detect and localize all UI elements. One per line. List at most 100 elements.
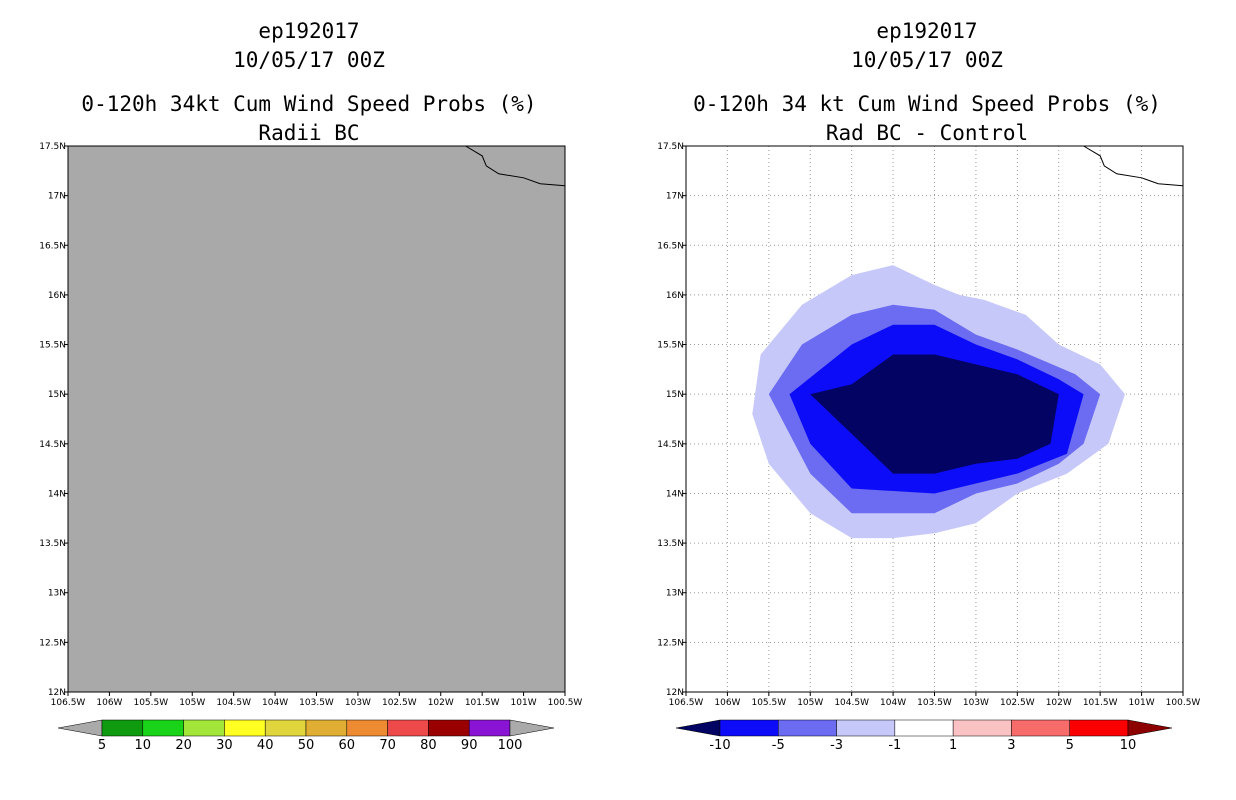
- colorbar-label: 10: [1120, 738, 1137, 753]
- x-tick-label: 106.5W: [51, 698, 86, 708]
- y-tick-label: 14.5N: [39, 440, 66, 450]
- colorbar-bin: [1069, 719, 1129, 737]
- x-tick-label: 102.5W: [1000, 698, 1035, 708]
- y-tick-label: 17N: [666, 192, 684, 202]
- y-tick-label: 16N: [48, 291, 66, 301]
- x-tick-label: 100.5W: [548, 698, 583, 708]
- y-tick-label: 15N: [666, 390, 684, 400]
- colorbar-label: 40: [257, 738, 274, 753]
- y-tick-label: 13.5N: [657, 539, 684, 549]
- colorbar-bin: [719, 719, 779, 737]
- x-tick-label: 103.5W: [299, 698, 334, 708]
- right-title-product: 0-120h 34 kt Cum Wind Speed Probs (%): [693, 92, 1161, 116]
- colorbar-low-arrow: [57, 719, 103, 737]
- colorbar-label: -1: [888, 738, 901, 753]
- y-tick-label: 12.5N: [657, 638, 684, 648]
- colorbar-high-arrow: [1127, 719, 1173, 737]
- x-tick-label: 103W: [345, 698, 371, 708]
- colorbar-label: 60: [339, 738, 356, 753]
- colorbar-bin: [101, 719, 144, 737]
- x-tick-label: 104W: [262, 698, 288, 708]
- x-tick-label: 102W: [1046, 698, 1072, 708]
- y-tick-label: 15.5N: [39, 341, 66, 351]
- x-tick-label: 102.5W: [382, 698, 417, 708]
- colorbar-label: 3: [1007, 738, 1015, 753]
- colorbar-label: 20: [175, 738, 192, 753]
- colorbar-label: 1: [949, 738, 957, 753]
- x-tick-label: 105.5W: [133, 698, 168, 708]
- colorbar-label: 80: [420, 738, 437, 753]
- x-tick-label: 105W: [797, 698, 823, 708]
- y-tick-label: 14N: [666, 489, 684, 499]
- x-tick-label: 104W: [880, 698, 906, 708]
- y-tick-label: 12N: [666, 688, 684, 698]
- y-tick-label: 16.5N: [657, 241, 684, 251]
- x-tick-label: 106W: [714, 698, 740, 708]
- colorbar-label: -5: [772, 738, 785, 753]
- colorbar-low-arrow: [675, 719, 721, 737]
- colorbar-bin: [183, 719, 225, 737]
- x-tick-label: 102W: [428, 698, 454, 708]
- y-tick-label: 15N: [48, 390, 66, 400]
- left-map-panel: 106.5W 106W 105.5W 105W 104.5W 104W 103.5W 103W…: [39, 142, 582, 708]
- left-probability-field: [68, 146, 565, 692]
- x-tick-label: 103W: [963, 698, 989, 708]
- x-tick-label: 105.5W: [751, 698, 786, 708]
- colorbar-bin: [387, 719, 429, 737]
- right-coastline: [1083, 145, 1184, 187]
- x-tick-label: 101W: [511, 698, 537, 708]
- contour-level-minus10: [810, 354, 1059, 474]
- colorbar-label: 5: [98, 738, 106, 753]
- colorbar-label: 5: [1066, 738, 1074, 753]
- colorbar-bin: [468, 719, 511, 737]
- colorbar-label: 100: [498, 738, 523, 753]
- colorbar-bin: [428, 719, 470, 737]
- x-tick-label: 101.5W: [1083, 698, 1118, 708]
- x-tick-label: 104.5W: [216, 698, 251, 708]
- colorbar-bin: [836, 719, 896, 737]
- y-tick-label: 16.5N: [39, 241, 66, 251]
- x-tick-label: 104.5W: [834, 698, 869, 708]
- colorbar-bin: [1011, 719, 1070, 737]
- left-title-product: 0-120h 34kt Cum Wind Speed Probs (%): [81, 92, 536, 116]
- left-x-axis: 106.5W 106W 105.5W 105W 104.5W 104W 103.5W 103W…: [51, 692, 583, 708]
- y-tick-label: 15.5N: [657, 341, 684, 351]
- x-tick-label: 103.5W: [917, 698, 952, 708]
- y-tick-label: 17.5N: [39, 142, 66, 152]
- colorbar-bin: [224, 719, 266, 737]
- x-tick-label: 105W: [179, 698, 205, 708]
- colorbar-label: 90: [461, 738, 478, 753]
- right-title-subtitle: Rad BC - Control: [826, 121, 1028, 145]
- y-tick-label: 17N: [48, 192, 66, 202]
- colorbar-label: 10: [135, 738, 152, 753]
- y-tick-label: 13N: [48, 589, 66, 599]
- right-difference-contours: [752, 265, 1125, 539]
- x-tick-label: 106W: [96, 698, 122, 708]
- colorbar-bin: [952, 719, 1012, 737]
- right-colorbar: -10 -5 -3 -1 1 3 5 10: [675, 719, 1173, 753]
- colorbar-bin: [346, 719, 388, 737]
- left-coastline: [465, 145, 566, 187]
- left-colorbar: 5 10 20 30 40 50 60 70 80 90 100: [57, 719, 555, 753]
- colorbar-bin: [894, 719, 954, 737]
- colorbar-bin: [264, 719, 307, 737]
- y-tick-label: 16N: [666, 291, 684, 301]
- colorbar-bin: [305, 719, 348, 737]
- x-tick-label: 101W: [1129, 698, 1155, 708]
- y-tick-label: 12N: [48, 688, 66, 698]
- left-y-axis: 12N 12.5N 13N 13.5N 14N 14.5N 15N 15.5N 16N 16.5N…: [39, 142, 68, 698]
- right-title-storm: ep192017: [876, 19, 977, 43]
- y-tick-label: 13.5N: [39, 539, 66, 549]
- y-tick-label: 14N: [48, 489, 66, 499]
- right-map-panel: 106.5W 106W 105.5W 105W 104.5W 104W 103.5W 103W…: [657, 142, 1200, 708]
- colorbar-bin: [142, 719, 184, 737]
- colorbar-label: 50: [298, 738, 315, 753]
- x-tick-label: 101.5W: [465, 698, 500, 708]
- left-title-subtitle: Radii BC: [258, 121, 359, 145]
- colorbar-label: -10: [709, 738, 730, 753]
- x-tick-label: 106.5W: [669, 698, 704, 708]
- y-tick-label: 12.5N: [39, 638, 66, 648]
- y-tick-label: 17.5N: [657, 142, 684, 152]
- colorbar-label: -3: [830, 738, 843, 753]
